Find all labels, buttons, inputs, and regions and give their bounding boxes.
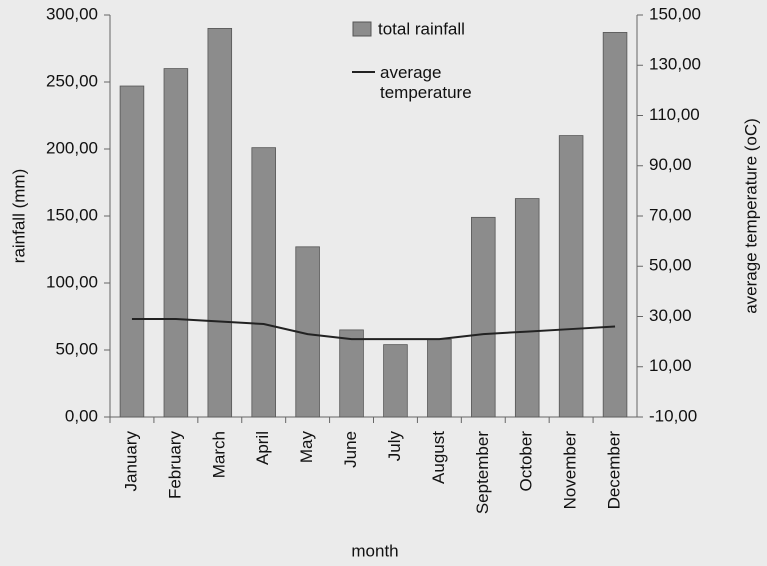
y-tick-label: 0,00 bbox=[65, 406, 98, 425]
bar bbox=[163, 68, 189, 418]
bar bbox=[471, 216, 496, 418]
y2-tick-label: 150,00 bbox=[649, 4, 701, 23]
x-tick-label: November bbox=[561, 431, 580, 510]
bar bbox=[383, 344, 408, 418]
line bbox=[131, 318, 616, 341]
x-tick-label: March bbox=[209, 431, 228, 478]
bar bbox=[207, 27, 233, 418]
x-tick-label: August bbox=[429, 431, 448, 484]
y2-axis-title: average temperature (oC) bbox=[741, 118, 760, 314]
x-tick-label: October bbox=[517, 431, 536, 492]
x-tick-label: May bbox=[297, 431, 316, 464]
bar bbox=[558, 135, 584, 418]
y2-tick-label: 10,00 bbox=[649, 356, 692, 375]
y2-tick-label: 70,00 bbox=[649, 205, 692, 224]
x-tick-label: September bbox=[473, 431, 492, 514]
y-tick-label: 200,00 bbox=[46, 138, 98, 157]
x-tick-label: April bbox=[253, 431, 272, 465]
x-tick-label: February bbox=[165, 431, 184, 500]
bar bbox=[119, 85, 145, 418]
x-tick-label: January bbox=[121, 431, 140, 492]
y-tick-label: 50,00 bbox=[55, 339, 98, 358]
y2-tick-label: 90,00 bbox=[649, 155, 692, 174]
x-axis-title: month bbox=[351, 541, 398, 560]
legend-swatch bbox=[352, 21, 372, 37]
x-tick-label: December bbox=[605, 431, 624, 510]
bar bbox=[251, 147, 276, 418]
legend-line-label: average temperature bbox=[380, 63, 472, 102]
x-tick-label: June bbox=[341, 431, 360, 468]
y2-tick-label: 110,00 bbox=[649, 105, 700, 124]
y-tick-label: 250,00 bbox=[46, 71, 98, 90]
y2-tick-label: 130,00 bbox=[649, 55, 701, 74]
bar bbox=[427, 338, 452, 418]
legend-label: total rainfall bbox=[378, 19, 465, 38]
bar bbox=[339, 329, 364, 418]
y-axis-title: rainfall (mm) bbox=[9, 169, 28, 263]
y-tick-label: 100,00 bbox=[46, 272, 98, 291]
y2-tick-label: -10,00 bbox=[649, 406, 697, 425]
y2-tick-label: 30,00 bbox=[649, 306, 692, 325]
bar bbox=[602, 32, 628, 418]
bar bbox=[514, 198, 540, 418]
x-tick-label: July bbox=[385, 431, 404, 462]
y-tick-label: 150,00 bbox=[46, 205, 98, 224]
y-tick-label: 300,00 bbox=[46, 4, 98, 23]
y2-tick-label: 50,00 bbox=[649, 256, 692, 275]
